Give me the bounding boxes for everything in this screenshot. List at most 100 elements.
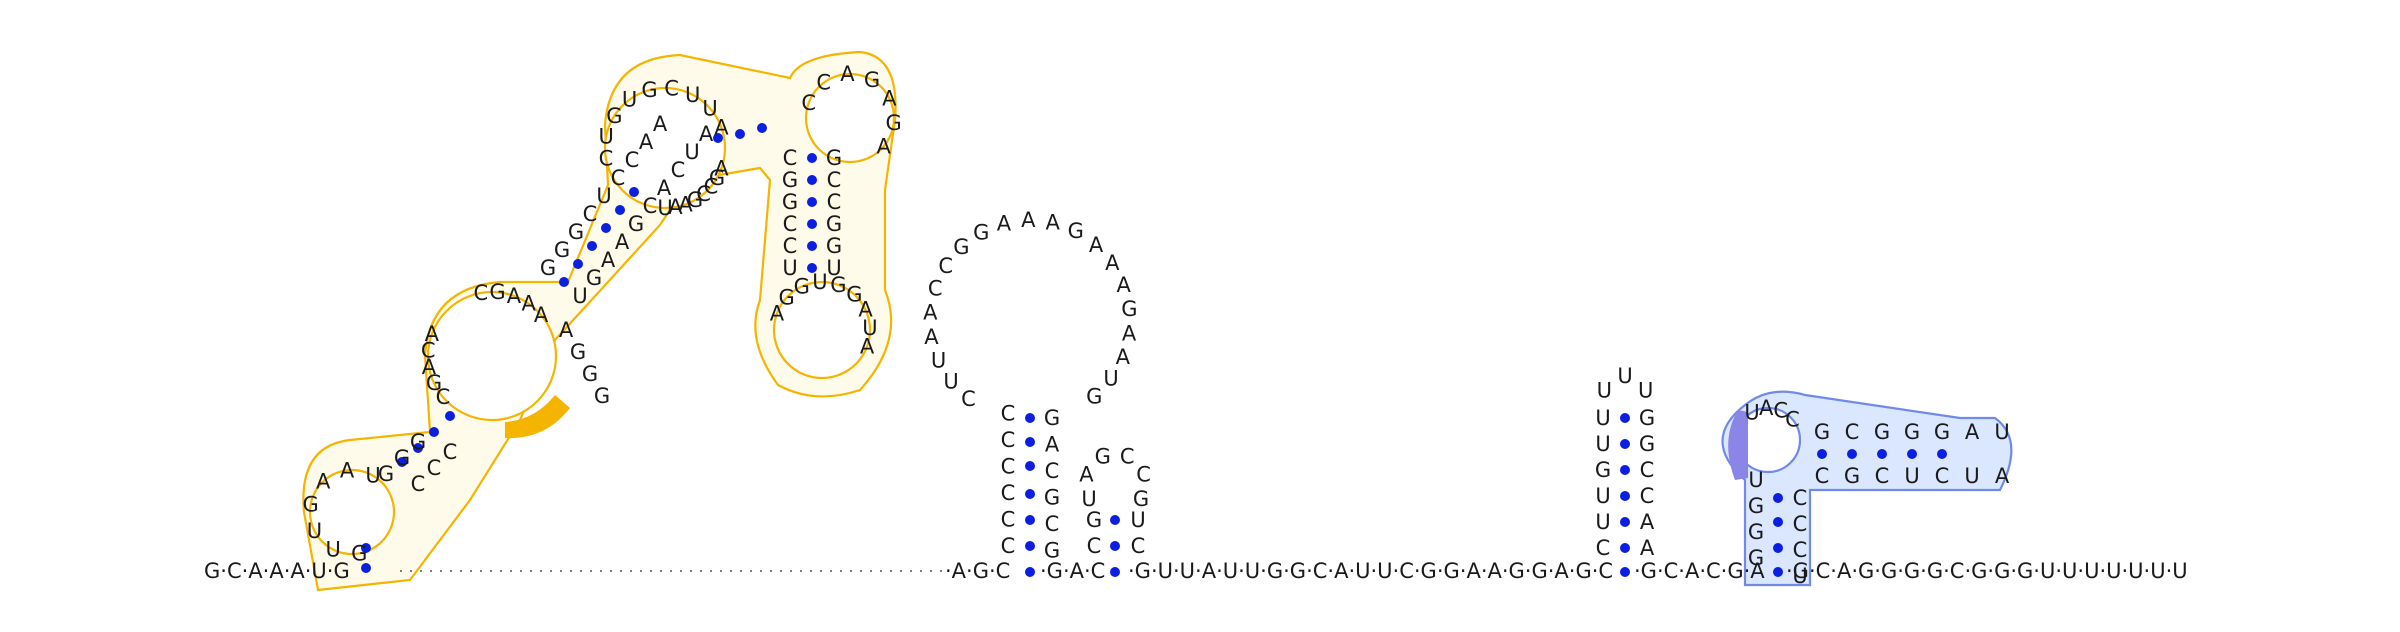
domain-1-outer-loop-4: A [316,469,331,493]
hairpin-1-stem-right-2: C [1045,459,1060,483]
domain-2-arm-top-3: G [1904,420,1920,444]
domain-2-arm-bottom-0: C [1815,464,1830,488]
hairpin-1-loop-5: C [928,276,943,300]
domain-1-bottom-loop-1: G [778,286,794,310]
hairpin-1-stem-right-5: G [1044,539,1060,563]
hairpin-1-loop-6: C [938,254,953,278]
domain-1-mid-stem-right-2: A [601,248,616,272]
hairpin-1-stem-left-4: C [1001,428,1016,452]
domain-1-mid-stem-left-8: A [653,112,668,136]
hairpin-2-stem-right-1: C [1131,534,1146,558]
domain-1-bottom-loop-2: G [794,274,810,298]
hairpin-3-stem-left-0: C [1596,536,1611,560]
domain-1-upper-loop-4: G [641,78,657,102]
domain-1-long-stem-right-5: U [826,256,841,280]
domain-1-bottom-loop-4: G [830,273,846,297]
domain-1-upper-loop-1: U [598,124,613,148]
domain-1-inner-left-4: C [436,385,451,409]
domain-1-mid-stem-right-6: A [657,176,672,200]
hairpin-3-loop-2: U [1638,378,1653,402]
hairpin-1-loop-3: A [924,325,939,349]
hairpin-1-loop-10: A [1021,208,1036,232]
domain-1-upper-loop-2: G [606,104,622,128]
hairpin-1-stem-right-0: G [1044,406,1060,430]
domain-1-bottom-loop-3: U [812,270,827,294]
hairpin-1-stem-left-0: C [1001,534,1016,558]
domain-1-upper-loop-5: C [664,76,679,100]
domain-1-outer-loop-3: G [302,493,318,517]
hairpin-1-loop-19: U [1103,367,1118,391]
domain-2-arm-top-5: A [1965,420,1980,444]
hairpin-3-stem-right-3: C [1640,484,1655,508]
domain-2-arm-top-6: U [1994,420,2009,444]
hairpin-1-loop-15: A [1116,273,1131,297]
left-tail-sequence: G·C·A·A·A·U·G [204,559,350,583]
domain-1-top-loop-0: C [801,91,816,115]
domain-1-long-stem-right-2: C [827,190,842,214]
hairpin-3-stem-left-5: U [1595,406,1610,430]
hairpin-1-stem-left-3: C [1001,455,1016,479]
domain-1-mid-stem-right-5: C [643,194,658,218]
domain-1-upper-inner-2: C [704,175,719,199]
domain-1-upper-inner-3: C [696,182,711,206]
domain-2-highlight [1721,390,2013,587]
domain-2-stem-left-0: U [1748,468,1763,492]
hairpin-1-loop-7: G [953,235,969,259]
domain-1-bottom-loop-0: A [770,302,785,326]
domain-1-outer-loop-6: U [365,464,380,488]
domain-1-top-loop-5: G [886,111,902,135]
domain-2-arm-top-4: G [1934,420,1950,444]
domain-2-arm-bottom-1: G [1844,464,1860,488]
hairpin-1-loop-12: G [1068,219,1084,243]
domain-1-top-loop-1: C [816,71,831,95]
domain-1-mid-stem-left-0: G [540,256,556,280]
domain-1-long-stem-right-1: C [827,168,842,192]
domain-1-upper-loop-6: U [685,83,700,107]
domain-1-mid-stem-left-6: C [625,148,640,172]
domain-1-upper-inner-5: A [678,192,693,216]
domain-2-stem-right-1: C [1793,512,1808,536]
domain-1-right-stem-0: C [411,472,426,496]
domain-2-arm-top-0: G [1814,420,1830,444]
hairpin-3-stem-left-3: G [1595,458,1611,482]
domain-1-highlight [302,50,897,592]
hairpin-2-loop-0: U [1081,487,1096,511]
domain-2-stem-left-1: G [1748,494,1764,518]
domain-1-outer-loop-1: U [325,538,340,562]
hairpin-1-loop-16: G [1121,297,1137,321]
hairpin-2-loop-5: G [1133,487,1149,511]
domain-1-outer-loop-5: A [340,458,355,482]
domain-1-long-stem-right-0: G [826,146,842,170]
hairpin-1-stem-right-4: C [1045,512,1060,536]
domain-1-mid-stem-left-1: G [554,238,570,262]
domain-1-lower-right-2: G [582,362,598,386]
hairpin-3-loop-1: U [1617,364,1632,388]
hairpin-1-loop-0: C [961,387,976,411]
base-pair-dots [361,123,1947,577]
domain-2-loop-top-2: C [1773,399,1788,423]
domain-1-right-stem-1: C [427,456,442,480]
domain-1-upper-inner-0: A [714,157,729,181]
hairpin-1-stem-left-5: C [1001,402,1016,426]
domain-1-mid-stem-right-3: A [615,230,630,254]
hairpin-2-loop-2: G [1095,445,1111,469]
domain-1-mid-stem-left-4: U [596,184,611,208]
mid-sequence-2: ·G·A·C [1040,559,1105,583]
domain-1-inner-top-1: G [489,280,505,304]
hairpin-1-stem-right-1: A [1045,433,1060,457]
domain-2-stem-right-2: C [1793,538,1808,562]
hairpin-1-stem-right-3: G [1044,486,1060,510]
domain-1-bottom-loop-7: U [862,316,877,340]
hairpin-1-loop-14: A [1105,251,1120,275]
domain-1-top-loop-2: A [840,62,855,86]
hairpin-1-loop-1: U [943,369,958,393]
domain-1-long-stem-right-4: G [826,234,842,258]
hairpin-2-loop-4: C [1136,463,1151,487]
hairpin-3-loop-0: U [1597,378,1612,402]
domain-1-mid-stem-right-1: G [586,266,602,290]
domain-1-long-stem-left-5: U [782,256,797,280]
domain-1-inner-top-4: A [534,303,549,327]
hairpin-1-loop-9: A [997,211,1012,235]
domain-2-arm-top-2: G [1874,420,1890,444]
